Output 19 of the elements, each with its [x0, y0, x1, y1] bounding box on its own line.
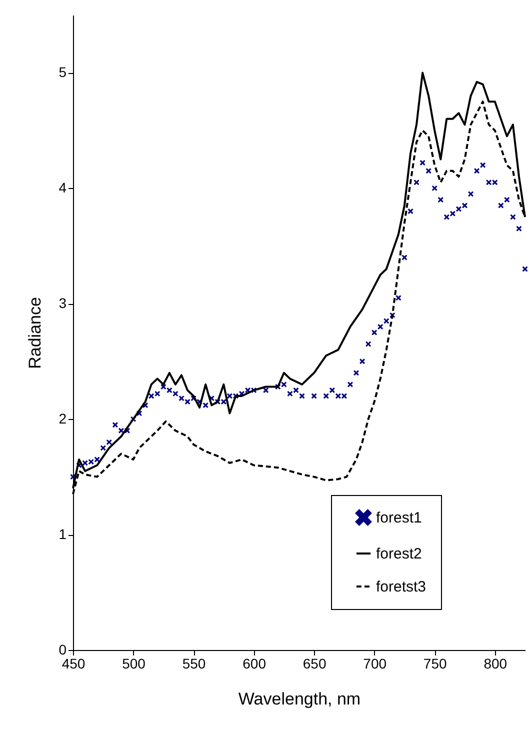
y-tick-label: 5 — [58, 64, 67, 80]
legend-label: forest2 — [376, 546, 422, 562]
legend-label: forest1 — [376, 510, 422, 526]
x-tick-label: 450 — [62, 656, 86, 672]
y-tick-label: 1 — [58, 526, 67, 542]
y-tick-label: 0 — [58, 642, 67, 658]
y-tick-label: 3 — [58, 295, 67, 312]
legend-label: foretst3 — [376, 578, 426, 596]
x-tick-label: 550 — [182, 656, 206, 672]
x-tick-label: 500 — [122, 656, 146, 672]
x-tick-label: 750 — [423, 656, 447, 672]
x-tick-label: 650 — [302, 656, 326, 672]
x-axis-title: Wavelength, nm — [238, 690, 361, 708]
x-tick-label: 800 — [484, 656, 508, 672]
y-axis-title: Radiance — [26, 297, 45, 369]
y-tick-label: 4 — [58, 180, 67, 196]
x-tick-label: 600 — [242, 656, 266, 672]
y-tick-label: 2 — [58, 410, 67, 427]
x-tick-label: 700 — [363, 656, 387, 672]
